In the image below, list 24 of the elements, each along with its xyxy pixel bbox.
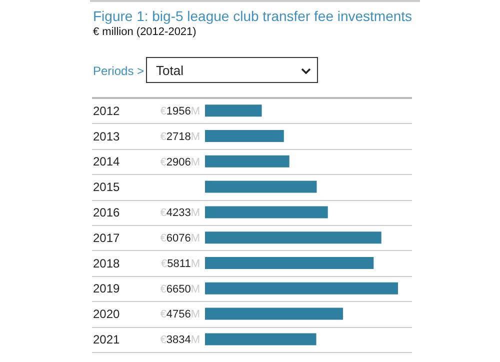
y-tick-label: 2017 [93,230,120,245]
bar [205,155,290,168]
y-tick-label: 2020 [93,307,120,322]
bar [205,232,382,244]
y-tick-label: 2015 [93,180,120,194]
bar [205,282,398,294]
y-tick-label: 2021 [93,332,120,346]
y-tick-label: 2019 [93,282,120,296]
y-tick-label: 2012 [93,104,120,118]
bar [205,206,328,218]
y-tick-label: 2016 [93,206,120,220]
bar [205,257,374,270]
y-tick-label: 2018 [93,256,120,270]
text: Periods > [93,64,144,78]
bar [205,308,344,320]
bar [205,130,284,142]
y-tick-label: 2014 [93,154,120,169]
bar [205,333,316,346]
chart-subtitle: € million (2012-2021) [93,26,196,38]
y-tick-label: 2013 [93,129,120,144]
bar [205,104,262,117]
chart-title: Figure 1: big-5 league club transfer fee investments [93,8,412,24]
bar [205,180,317,193]
dropdown-field: Total [146,57,318,83]
